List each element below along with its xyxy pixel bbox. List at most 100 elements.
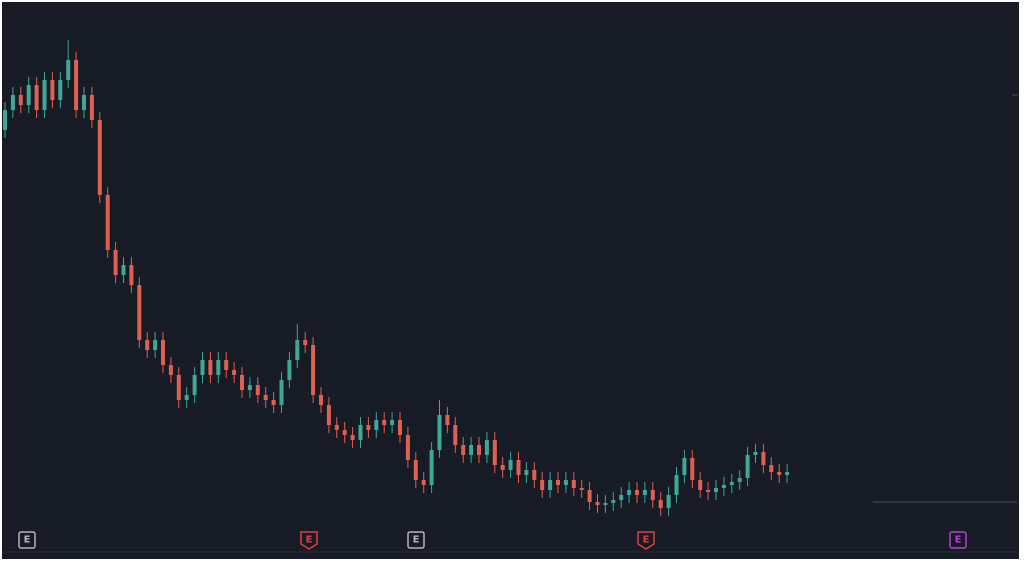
candle-body (563, 480, 568, 485)
candle-body (484, 440, 489, 455)
candle-body (382, 420, 387, 425)
candle-body (121, 265, 126, 275)
candle-body (698, 480, 703, 490)
candle-body (500, 465, 505, 470)
candles (3, 40, 790, 516)
candle-body (706, 490, 711, 492)
candle-body (390, 420, 395, 425)
candle-body (635, 490, 639, 495)
candle-body (516, 460, 521, 475)
earnings-marker-shape (637, 531, 655, 550)
candle-body (737, 478, 742, 482)
candle-body (184, 395, 189, 400)
candle-body (161, 340, 165, 365)
earnings-marker-shape (18, 531, 36, 549)
candle-body (571, 480, 576, 488)
candle-body (650, 490, 655, 500)
earnings-marker-label: E (24, 535, 31, 546)
earnings-marker-label: E (306, 535, 313, 546)
candle-body (200, 360, 205, 375)
candle-body (350, 435, 355, 440)
candle-body (342, 430, 347, 435)
candle-body (477, 445, 481, 455)
candle-body (674, 475, 679, 495)
candle-body (524, 470, 529, 475)
candle-body (469, 445, 474, 455)
candle-body (66, 60, 71, 80)
candle-body (437, 415, 442, 450)
earnings-marker-shape (300, 531, 318, 550)
candle-body (682, 458, 687, 475)
candle-body (548, 480, 553, 490)
candle-body (89, 95, 94, 120)
candle-body (492, 440, 497, 465)
candle-body (311, 345, 316, 395)
candle-body (247, 385, 252, 390)
candle-body (303, 340, 308, 345)
candle-body (216, 360, 221, 375)
candle-body (137, 285, 142, 340)
candle-body (3, 110, 7, 130)
candle-body (374, 420, 379, 430)
candle-body (627, 490, 632, 495)
candle-body (176, 375, 181, 400)
candle-body (153, 340, 158, 350)
candle-body (611, 500, 616, 503)
candle-body (334, 425, 339, 430)
candle-body (508, 460, 513, 470)
candle-body (42, 80, 47, 110)
candle-body (97, 120, 102, 195)
candle-body (10, 95, 15, 110)
candle-body (58, 80, 63, 100)
candle-body (208, 360, 213, 375)
candle-body (777, 472, 782, 475)
earnings-marker-shape (949, 531, 967, 549)
earnings-marker-label: E (643, 535, 650, 546)
candle-body (729, 482, 734, 485)
candle-body (785, 472, 790, 475)
candle-body (82, 95, 86, 110)
candle-body (145, 340, 150, 350)
candle-body (232, 370, 237, 375)
candle-body (18, 95, 23, 105)
candle-body (358, 425, 363, 440)
candle-body (129, 265, 134, 285)
candle-body (666, 495, 671, 508)
candle-body (240, 375, 244, 390)
earnings-marker-shape (407, 531, 425, 549)
candle-body (295, 340, 300, 360)
candle-body (619, 495, 624, 500)
candle-body (326, 405, 331, 425)
candle-body (761, 452, 766, 465)
candle-body (398, 420, 402, 435)
candle-body (445, 415, 450, 425)
candle-body (255, 385, 260, 395)
candle-body (753, 452, 758, 455)
earnings-marker-label: E (413, 535, 420, 546)
candle-body (556, 480, 560, 485)
candle-body (603, 503, 608, 505)
candle-body (319, 395, 323, 405)
candle-body (690, 458, 695, 480)
candle-body (287, 360, 292, 380)
candle-body (74, 60, 79, 110)
candle-body (721, 485, 726, 488)
candle-body (540, 480, 545, 490)
candle-body (113, 250, 118, 275)
earnings-marker-label: E (955, 535, 962, 546)
candle-body (532, 470, 537, 480)
candle-body (263, 395, 268, 400)
candle-body (192, 375, 197, 395)
candle-body (168, 365, 173, 375)
candle-body (279, 380, 284, 405)
candle-body (413, 460, 418, 480)
candle-body (224, 360, 229, 370)
candle-body (405, 435, 410, 460)
candle-body (105, 195, 110, 250)
candle-body (50, 80, 55, 100)
candle-body (271, 400, 276, 405)
candle-body (714, 488, 718, 492)
candle-body (642, 490, 647, 495)
